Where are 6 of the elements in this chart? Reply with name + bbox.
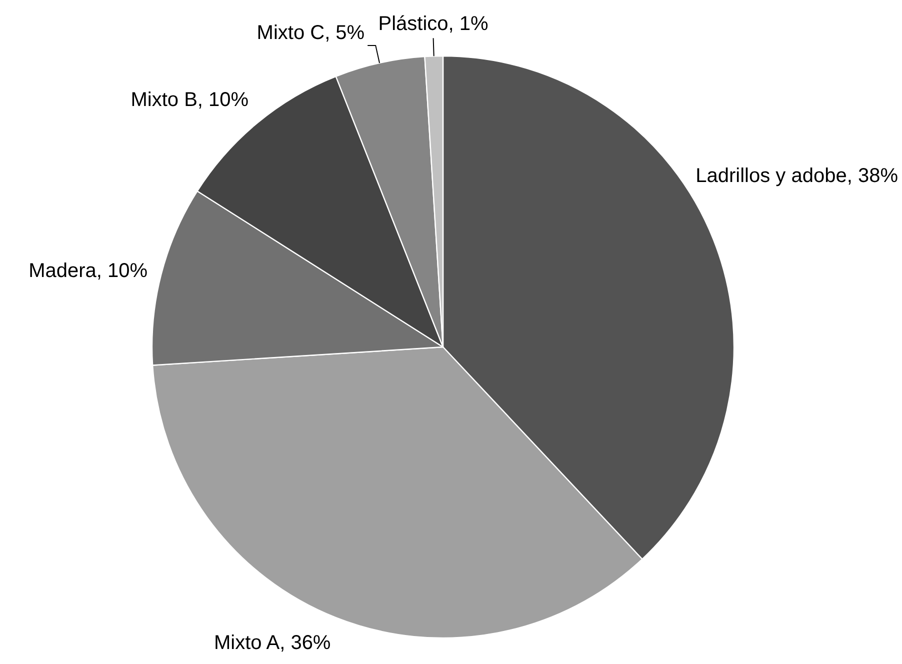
slice-label: Mixto B, 10% [130, 88, 249, 112]
slice-label: Ladrillos y adobe, 38% [696, 164, 898, 188]
slice-label: Plástico, 1% [378, 12, 488, 36]
slice-label: Madera, 10% [28, 259, 148, 284]
slice-label: Mixto A, 36% [214, 630, 331, 655]
slice-label: Mixto C, 5% [256, 21, 365, 46]
